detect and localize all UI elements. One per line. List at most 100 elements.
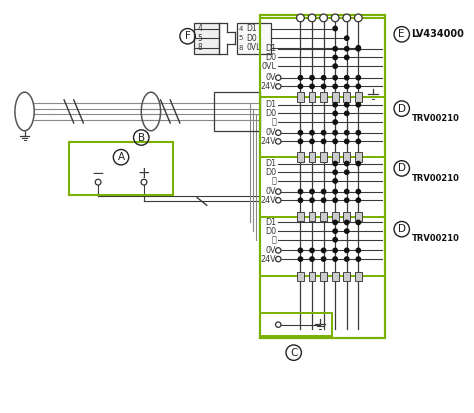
Bar — [69, 142, 173, 195]
Circle shape — [343, 14, 351, 22]
Text: D0: D0 — [265, 168, 276, 177]
Circle shape — [298, 139, 302, 144]
Circle shape — [333, 170, 337, 174]
Circle shape — [345, 139, 349, 144]
Text: D0: D0 — [246, 34, 257, 43]
Circle shape — [310, 257, 314, 261]
Circle shape — [345, 161, 349, 166]
Text: D1: D1 — [265, 218, 276, 227]
Circle shape — [345, 229, 349, 233]
Circle shape — [356, 102, 361, 107]
Circle shape — [333, 190, 337, 194]
Text: D: D — [398, 224, 406, 234]
Circle shape — [345, 102, 349, 107]
Circle shape — [345, 111, 349, 116]
Text: ⏚: ⏚ — [272, 235, 276, 244]
Circle shape — [298, 190, 302, 194]
Bar — [332, 212, 338, 221]
Circle shape — [321, 248, 326, 253]
Circle shape — [297, 14, 304, 22]
Circle shape — [321, 76, 326, 80]
Bar — [297, 212, 304, 221]
Text: 24V: 24V — [261, 82, 276, 91]
Bar — [260, 18, 385, 97]
Circle shape — [333, 229, 337, 233]
Circle shape — [275, 189, 281, 194]
Circle shape — [356, 190, 361, 194]
Text: 24V: 24V — [261, 254, 276, 263]
Circle shape — [321, 84, 326, 88]
Bar — [332, 272, 338, 281]
Bar — [320, 92, 327, 102]
Text: 0V: 0V — [266, 246, 276, 255]
Circle shape — [95, 179, 101, 185]
Circle shape — [333, 220, 337, 225]
Text: 5: 5 — [197, 34, 202, 43]
Circle shape — [321, 131, 326, 135]
Text: D: D — [398, 164, 406, 173]
Circle shape — [321, 190, 326, 194]
Circle shape — [345, 170, 349, 174]
Text: C: C — [290, 348, 297, 358]
Circle shape — [356, 76, 361, 80]
Circle shape — [310, 76, 314, 80]
Text: ⏚: ⏚ — [272, 118, 276, 127]
Circle shape — [345, 131, 349, 135]
Circle shape — [333, 257, 337, 261]
Bar — [332, 152, 338, 161]
Bar — [343, 92, 350, 102]
Circle shape — [310, 198, 314, 202]
Bar — [343, 212, 350, 221]
Circle shape — [333, 161, 337, 166]
Circle shape — [356, 198, 361, 202]
Text: 4: 4 — [239, 26, 243, 31]
Circle shape — [275, 130, 281, 135]
Circle shape — [310, 190, 314, 194]
Circle shape — [141, 179, 147, 185]
Circle shape — [275, 248, 281, 253]
Bar — [320, 272, 327, 281]
Text: 0VL: 0VL — [246, 43, 261, 52]
Text: 0V: 0V — [266, 128, 276, 137]
Circle shape — [333, 179, 337, 183]
Bar — [260, 313, 332, 336]
Circle shape — [333, 111, 337, 116]
Circle shape — [275, 75, 281, 81]
Circle shape — [333, 139, 337, 144]
Circle shape — [333, 198, 337, 202]
Circle shape — [333, 102, 337, 107]
Text: D: D — [398, 104, 406, 114]
Text: D1: D1 — [265, 44, 276, 53]
Circle shape — [345, 190, 349, 194]
Text: TRV00210: TRV00210 — [411, 114, 459, 123]
Circle shape — [356, 257, 361, 261]
Bar — [320, 152, 327, 161]
Text: 4: 4 — [197, 24, 202, 33]
Circle shape — [333, 76, 337, 80]
Text: D0: D0 — [265, 109, 276, 118]
Text: D0: D0 — [265, 53, 276, 62]
Text: 8: 8 — [197, 43, 202, 52]
Circle shape — [310, 139, 314, 144]
Circle shape — [298, 198, 302, 202]
Bar — [343, 272, 350, 281]
Circle shape — [333, 248, 337, 253]
Text: D0: D0 — [265, 227, 276, 235]
Text: +: + — [137, 166, 150, 180]
Circle shape — [356, 139, 361, 144]
Text: D1: D1 — [265, 159, 276, 168]
Circle shape — [356, 47, 361, 51]
Bar — [355, 212, 362, 221]
Bar — [355, 92, 362, 102]
Circle shape — [333, 26, 337, 31]
Circle shape — [345, 84, 349, 88]
Circle shape — [321, 139, 326, 144]
Text: F: F — [185, 31, 191, 41]
Circle shape — [308, 14, 316, 22]
Text: D1: D1 — [265, 100, 276, 109]
Bar — [194, 23, 219, 54]
Text: 0VL: 0VL — [262, 62, 276, 71]
Text: D1: D1 — [246, 24, 257, 33]
Text: LV434000: LV434000 — [411, 29, 464, 39]
Circle shape — [275, 139, 281, 144]
